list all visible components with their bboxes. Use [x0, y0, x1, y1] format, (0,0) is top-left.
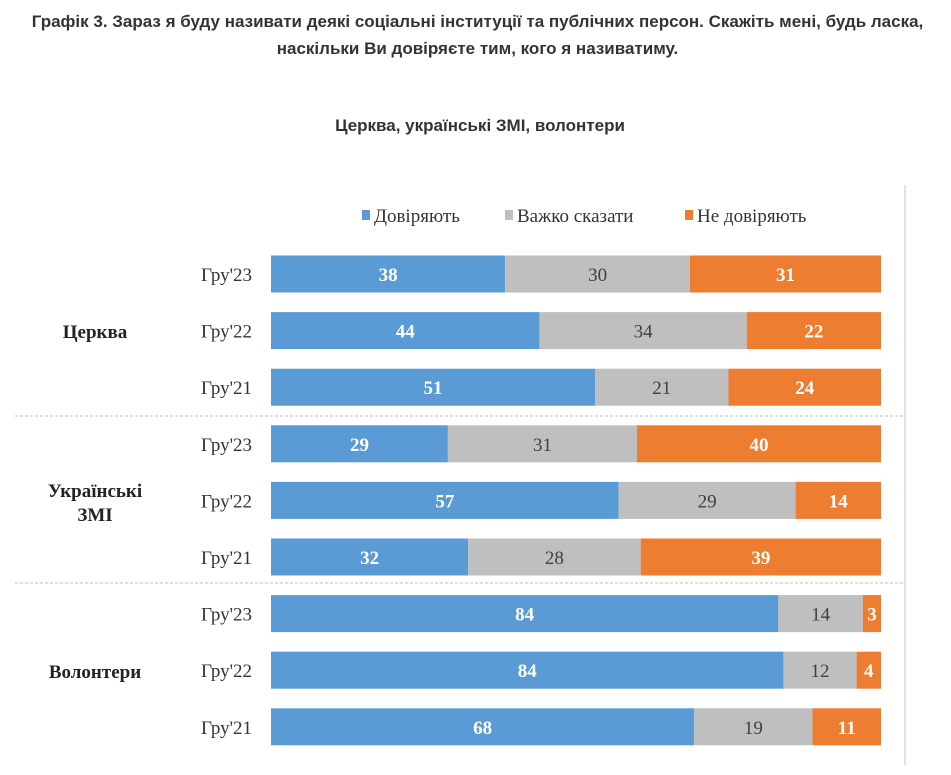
legend-label: Довіряють: [374, 206, 460, 227]
bar-segment: [689, 255, 881, 293]
bar-segment: [271, 708, 695, 746]
group-label: ЗМІ: [77, 505, 112, 526]
bar-segment: [271, 481, 619, 519]
bar-segment: [778, 595, 863, 633]
group-label: Церква: [63, 322, 128, 343]
legend-swatch: [362, 210, 370, 220]
data-label: 57: [435, 491, 455, 512]
data-label: 24: [795, 378, 815, 399]
bar-segment: [447, 425, 637, 463]
group-label: Українські: [48, 481, 142, 502]
data-label: 31: [533, 435, 552, 456]
bar-segment: [271, 255, 506, 293]
bar-segment: [271, 425, 448, 463]
category-label: Гру'23: [201, 265, 252, 286]
data-label: 51: [424, 378, 443, 399]
data-label: 34: [634, 322, 654, 343]
bar-segment: [271, 651, 784, 689]
data-label: 21: [652, 378, 671, 399]
legend-label: Не довіряють: [697, 206, 807, 227]
bar-segment: [468, 538, 641, 576]
bar-segment: [637, 425, 881, 463]
bar-segment: [746, 312, 881, 350]
data-label: 29: [350, 435, 369, 456]
data-label: 14: [829, 491, 849, 512]
bar-segment: [271, 312, 540, 350]
data-label: 14: [811, 605, 831, 626]
bar-segment: [539, 312, 747, 350]
data-label: 19: [744, 718, 763, 739]
bar-segment: [271, 595, 779, 633]
category-label: Гру'21: [201, 548, 252, 569]
data-label: 3: [867, 605, 877, 626]
data-label: 22: [804, 322, 823, 343]
category-label: Гру'22: [201, 322, 252, 343]
bar-segment: [271, 368, 596, 406]
group-label: Волонтери: [49, 662, 141, 683]
bar-segment: [595, 368, 729, 406]
category-label: Гру'21: [201, 718, 252, 739]
data-label: 68: [473, 718, 492, 739]
bar-segment: [856, 651, 881, 689]
data-label: 39: [751, 548, 770, 569]
bar-segment: [618, 481, 796, 519]
bar-segment: [271, 538, 469, 576]
bar-segment: [783, 651, 857, 689]
legend-label: Важко сказати: [517, 206, 633, 227]
data-label: 32: [360, 548, 379, 569]
bar-segment: [812, 708, 881, 746]
category-label: Гру'21: [201, 378, 252, 399]
chart-title: Графік 3. Зараз я буду називати деякі со…: [31, 12, 924, 58]
bar-segment: [795, 481, 881, 519]
data-label: 84: [515, 605, 535, 626]
bar-segment: [640, 538, 881, 576]
legend-swatch: [505, 210, 513, 220]
bar-segment: [862, 595, 881, 633]
bar-segment: [505, 255, 690, 293]
bar-segment: [694, 708, 813, 746]
category-label: Гру'22: [201, 491, 252, 512]
bar-segment: [728, 368, 881, 406]
data-label: 38: [379, 265, 398, 286]
data-label: 44: [396, 322, 416, 343]
category-label: Гру'22: [201, 661, 252, 682]
data-label: 30: [588, 265, 607, 286]
data-label: 11: [838, 718, 856, 739]
category-label: Гру'23: [201, 435, 252, 456]
data-label: 4: [864, 661, 874, 682]
data-label: 31: [776, 265, 795, 286]
data-label: 29: [698, 491, 717, 512]
legend-swatch: [685, 210, 693, 220]
chart-subtitle: Церква, українські ЗМІ, волонтери: [335, 116, 625, 135]
data-label: 12: [811, 661, 830, 682]
data-label: 28: [545, 548, 564, 569]
data-label: 40: [750, 435, 769, 456]
category-label: Гру'23: [201, 605, 252, 626]
data-label: 84: [518, 661, 538, 682]
